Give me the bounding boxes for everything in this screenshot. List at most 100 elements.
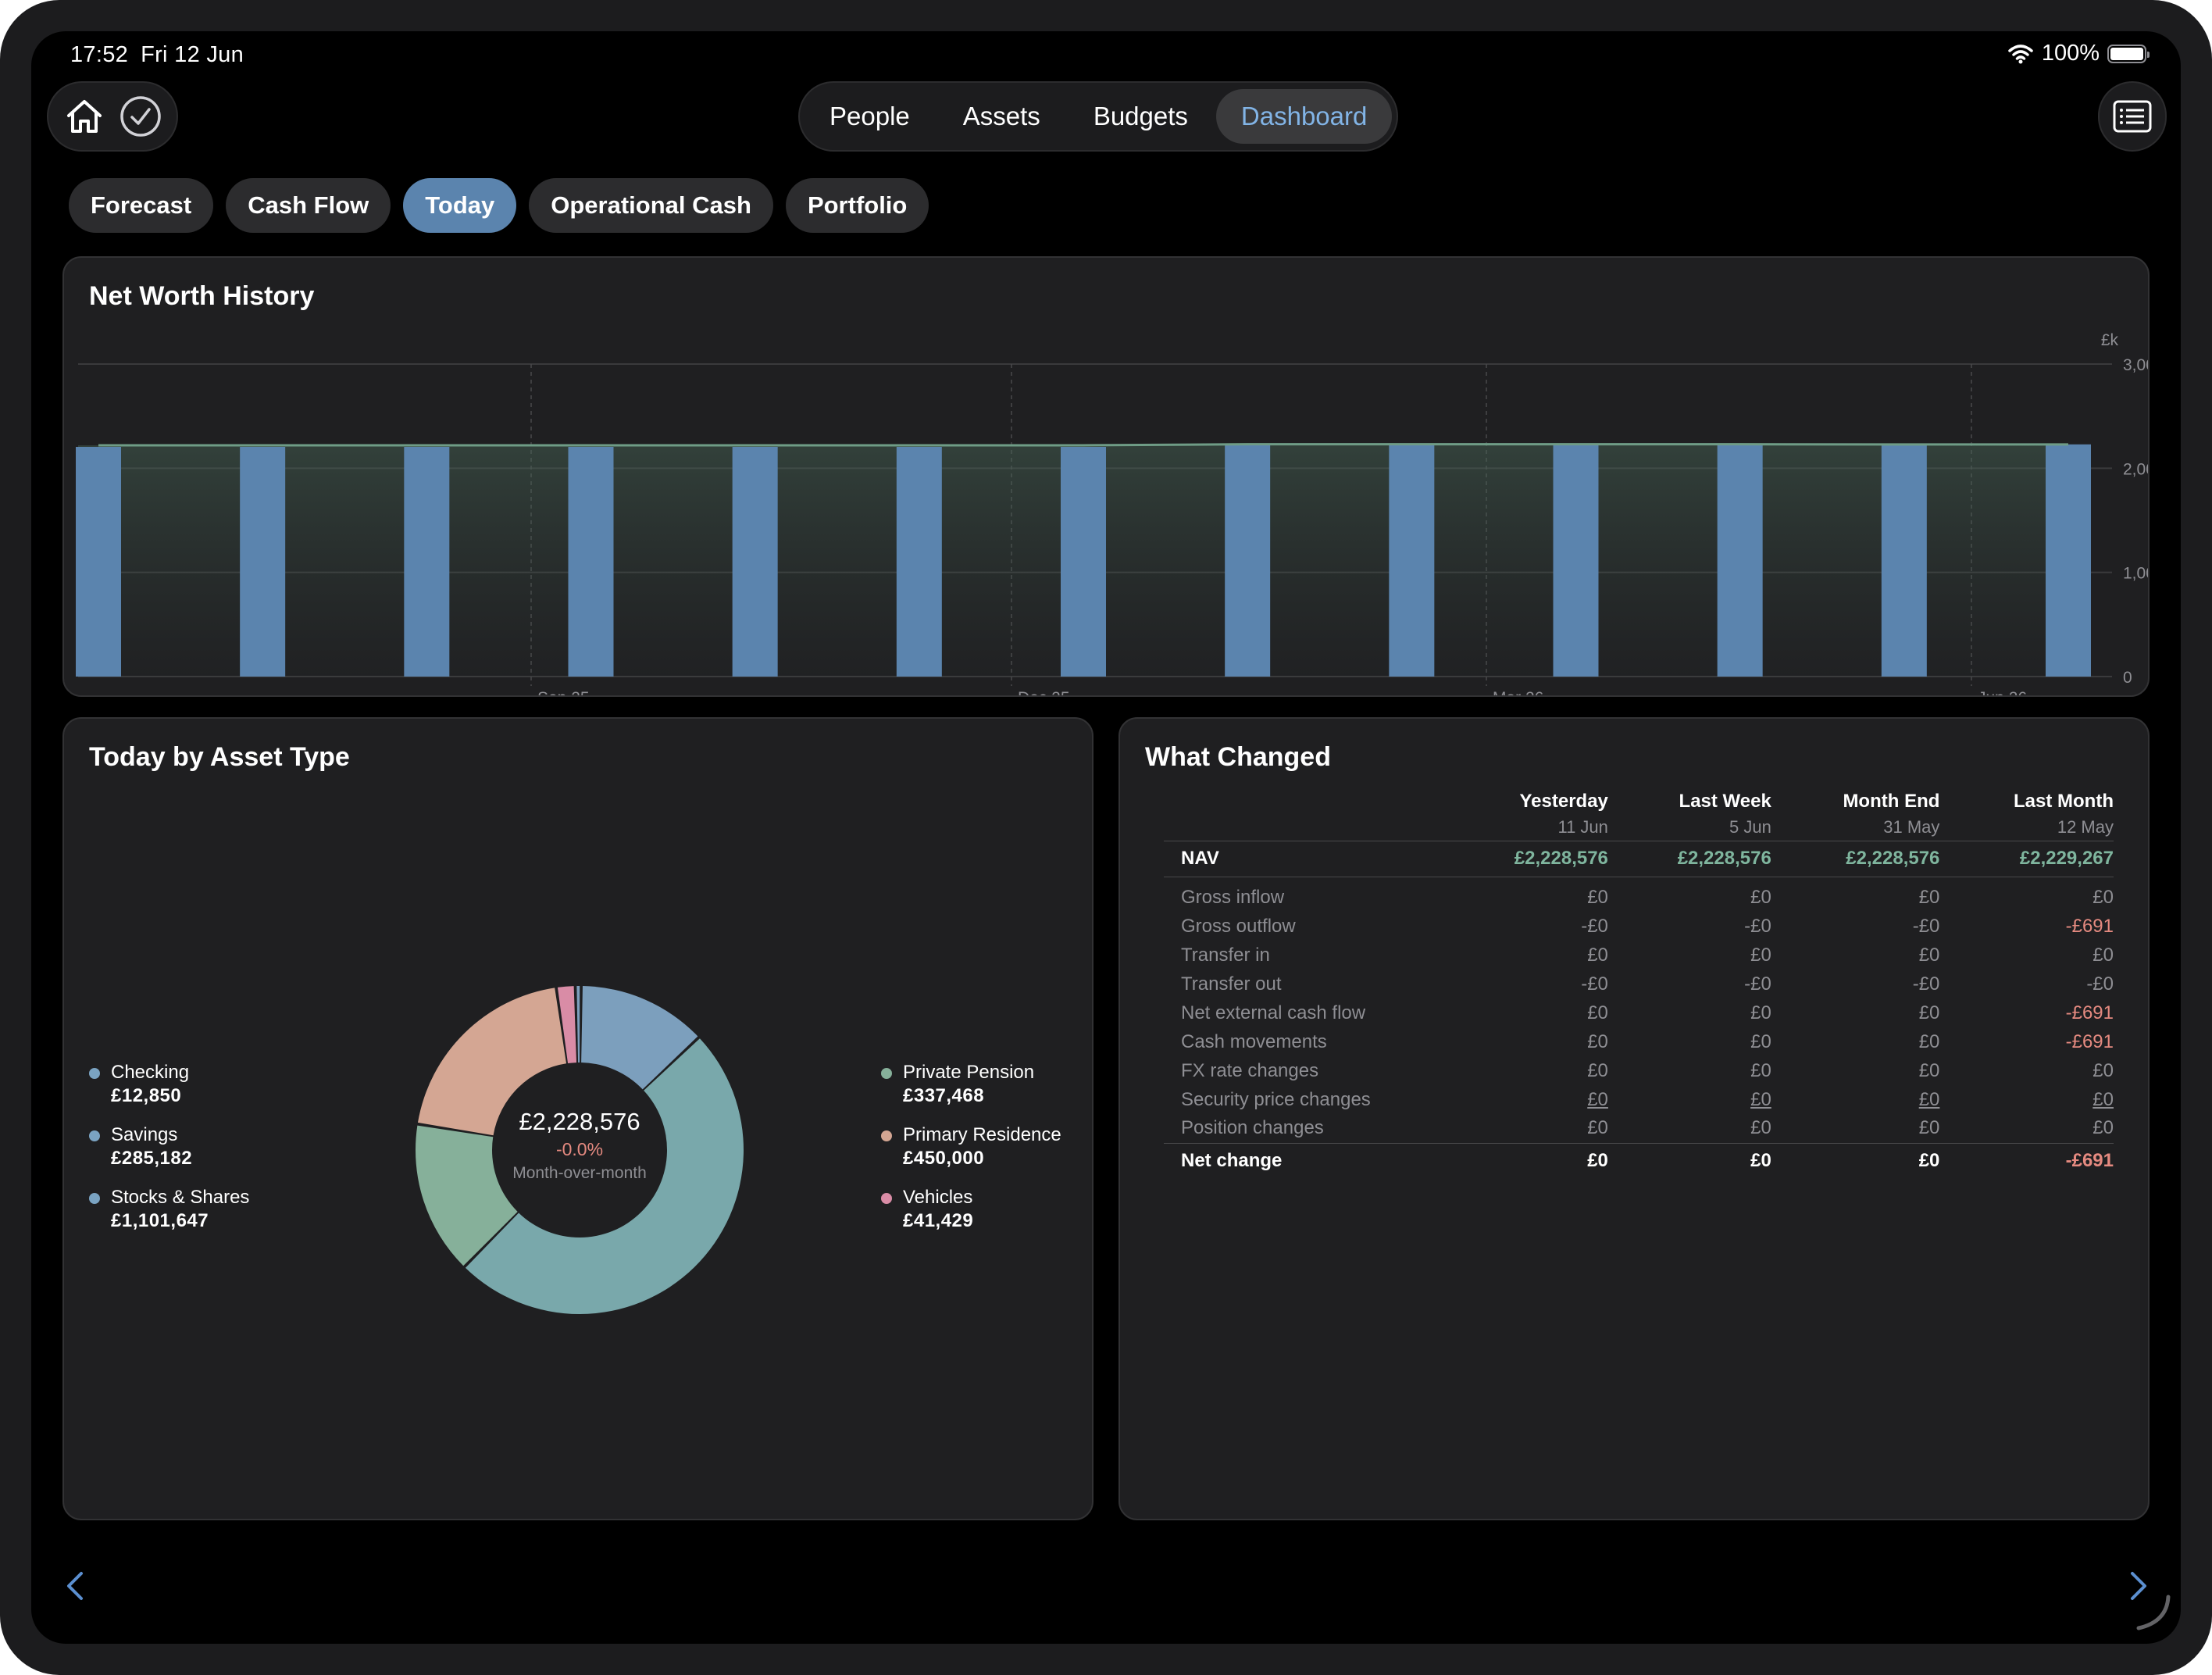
- y-axis-unit: £k: [2101, 331, 2119, 349]
- legend-item-savings: Savings £285,182: [89, 1123, 249, 1170]
- x-tick-label: Sep 25: [537, 689, 590, 695]
- donut-slice-vehicles[interactable]: [557, 986, 577, 1064]
- cell: £0: [2092, 886, 2114, 908]
- legend-item-vehicles: Vehicles £41,429: [881, 1186, 1061, 1233]
- what-changed-title: What Changed: [1145, 742, 1331, 772]
- x-tick-label: Jun 26: [1978, 689, 2027, 695]
- x-tick-label: Dec 25: [1018, 689, 1070, 695]
- today-by-asset-title: Today by Asset Type: [89, 742, 350, 772]
- cell: £0: [1918, 1002, 1940, 1023]
- net-worth-chart: £k 3,000 2,000 1,000 0 Sep 25 Dec 25 Mar 26 Ju…: [76, 331, 2148, 695]
- status-bar-right: 100%: [2007, 41, 2150, 66]
- cell: £0: [1587, 1117, 1608, 1139]
- asset-donut-chart[interactable]: [408, 978, 751, 1322]
- net-worth-bar[interactable]: [1717, 444, 1763, 677]
- net-worth-bar[interactable]: [1061, 447, 1106, 677]
- y-tick-label: 2,000: [2123, 460, 2148, 478]
- cell: £2,228,576: [1607, 840, 1771, 877]
- net-worth-bar[interactable]: [404, 447, 450, 677]
- table-row: Transfer out -£0 -£0 -£0 -£0: [1164, 970, 2114, 998]
- donut-slice-private-pension[interactable]: [416, 1125, 518, 1266]
- net-worth-bar[interactable]: [2046, 444, 2091, 677]
- subtab-operational-cash[interactable]: Operational Cash: [529, 178, 773, 233]
- cell[interactable]: £0: [1918, 1088, 1940, 1110]
- legend-dot: [89, 1068, 100, 1079]
- cell: -£0: [1744, 915, 1771, 937]
- donut-slice-stocks-shares[interactable]: [465, 1038, 744, 1314]
- net-worth-bar[interactable]: [732, 447, 778, 677]
- cell[interactable]: £0: [2092, 1088, 2114, 1110]
- table-row: FX rate changes £0 £0 £0 £0: [1164, 1056, 2114, 1085]
- next-chevron-icon[interactable]: [2118, 1567, 2156, 1605]
- legend-dot: [881, 1193, 892, 1204]
- net-worth-bar[interactable]: [76, 447, 121, 677]
- subtab-today[interactable]: Today: [403, 178, 517, 233]
- row-label: NAV: [1164, 840, 1445, 877]
- cell: £0: [1587, 886, 1608, 908]
- cell: £0: [2092, 1117, 2114, 1139]
- column-header: Month End 31 May: [1843, 791, 1940, 837]
- battery-percent: 100%: [2041, 41, 2100, 66]
- cell: £0: [1607, 1142, 1771, 1179]
- cell: £0: [2092, 1059, 2114, 1081]
- cell: -£0: [1912, 973, 1940, 995]
- row-label: Transfer in: [1181, 944, 1270, 966]
- list-button[interactable]: [2098, 81, 2167, 152]
- subtab-portfolio[interactable]: Portfolio: [785, 178, 929, 233]
- left-toolbar: [47, 81, 178, 152]
- previous-chevron-icon[interactable]: [58, 1567, 95, 1605]
- cell: -£0: [1912, 915, 1940, 937]
- legend-label: Primary Residence: [903, 1124, 1061, 1145]
- row-label: Gross outflow: [1181, 915, 1296, 937]
- subtab-cash-flow[interactable]: Cash Flow: [226, 178, 391, 233]
- segment-people[interactable]: People: [830, 102, 910, 130]
- legend-dot: [881, 1068, 892, 1079]
- checkmark-circle-icon: [120, 96, 161, 137]
- net-worth-bar[interactable]: [1389, 444, 1435, 677]
- row-label: Net external cash flow: [1181, 1002, 1366, 1023]
- cell: £0: [1918, 886, 1940, 908]
- y-tick-label: 1,000: [2123, 565, 2148, 583]
- segment-budgets[interactable]: Budgets: [1093, 102, 1188, 130]
- cell[interactable]: £0: [1750, 1088, 1771, 1110]
- cell: £0: [1918, 1117, 1940, 1139]
- home-button[interactable]: [62, 94, 107, 139]
- cell: £0: [1587, 1059, 1608, 1081]
- list-icon: [2113, 100, 2152, 133]
- net-worth-bar[interactable]: [1553, 444, 1599, 677]
- checkmark-button[interactable]: [118, 94, 163, 139]
- segment-dashboard[interactable]: Dashboard: [1215, 89, 1393, 144]
- segment-assets[interactable]: Assets: [962, 102, 1040, 130]
- net-worth-bar[interactable]: [896, 447, 942, 677]
- today-by-asset-card: Today by Asset Type Checking £12,850 Sav…: [62, 717, 1094, 1520]
- battery-icon: [2107, 44, 2150, 63]
- net-worth-bar[interactable]: [568, 447, 614, 677]
- net-worth-bar[interactable]: [240, 447, 286, 677]
- legend-value: £285,182: [111, 1148, 193, 1169]
- status-time: 17:52: [70, 42, 129, 67]
- row-label: Transfer out: [1181, 973, 1282, 995]
- table-row-nav: NAV £2,228,576 £2,228,576 £2,228,576 £2,…: [1164, 840, 2114, 877]
- net-worth-bar[interactable]: [1225, 444, 1271, 677]
- cell: £0: [1750, 1117, 1771, 1139]
- donut-slice-savings[interactable]: [581, 986, 698, 1090]
- cell: -£691: [2065, 915, 2114, 937]
- subtab-forecast[interactable]: Forecast: [69, 178, 214, 233]
- status-date: Fri 12 Jun: [141, 42, 244, 67]
- resize-handle-icon[interactable]: [2134, 1594, 2173, 1633]
- table-row: Gross outflow -£0 -£0 -£0 -£691: [1164, 912, 2114, 941]
- cell: £0: [1918, 944, 1940, 966]
- donut-total: £2,228,576: [519, 1108, 640, 1135]
- net-worth-history-title: Net Worth History: [89, 281, 315, 311]
- donut-center: £2,228,576 -0.0% Month-over-month: [408, 1108, 751, 1202]
- table-row-net-change: Net change £0 £0 £0 -£691: [1164, 1142, 2114, 1179]
- cell[interactable]: £0: [1587, 1088, 1608, 1110]
- home-icon: [67, 100, 102, 133]
- donut-slice-checking[interactable]: [576, 986, 580, 1063]
- cell: -£691: [2065, 1002, 2114, 1023]
- donut-slice-primary-residence[interactable]: [417, 988, 567, 1136]
- net-worth-bar[interactable]: [1881, 444, 1927, 677]
- cell: £0: [1918, 1059, 1940, 1081]
- legend-dot: [89, 1130, 100, 1141]
- row-label: Net change: [1164, 1142, 1445, 1179]
